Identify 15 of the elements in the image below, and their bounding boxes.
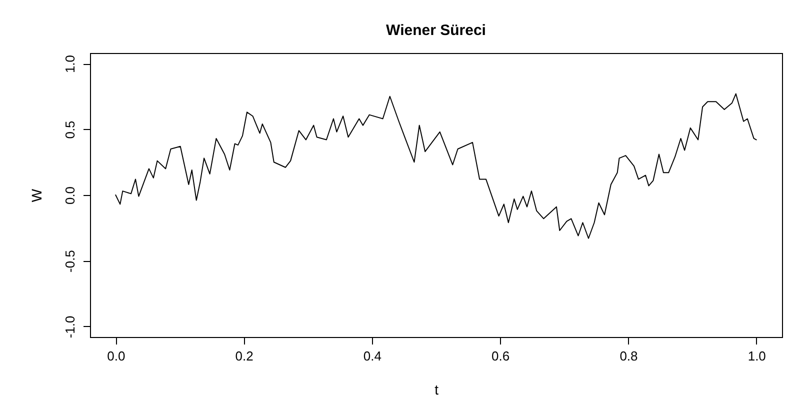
x-tick-label: 0.0 — [107, 348, 126, 364]
y-tick-label: 0.5 — [62, 120, 78, 139]
x-tick-label: 0.4 — [363, 348, 382, 364]
line-series — [115, 93, 757, 239]
y-tick-label: 0.0 — [62, 186, 78, 205]
x-axis-title: t — [434, 382, 439, 398]
chart-title: Wiener Süreci — [386, 22, 486, 39]
x-tick-label: 0.8 — [620, 348, 638, 364]
x-tick-label: 0.6 — [492, 348, 510, 364]
y-tick-label: 1.0 — [62, 54, 78, 74]
y-tick-label: -0.5 — [62, 250, 78, 272]
y-axis-title: W — [28, 188, 44, 202]
y-tick-label: -1.0 — [62, 316, 78, 338]
x-tick-label: 0.2 — [235, 348, 254, 364]
x-tick-label: 1.0 — [748, 348, 766, 364]
